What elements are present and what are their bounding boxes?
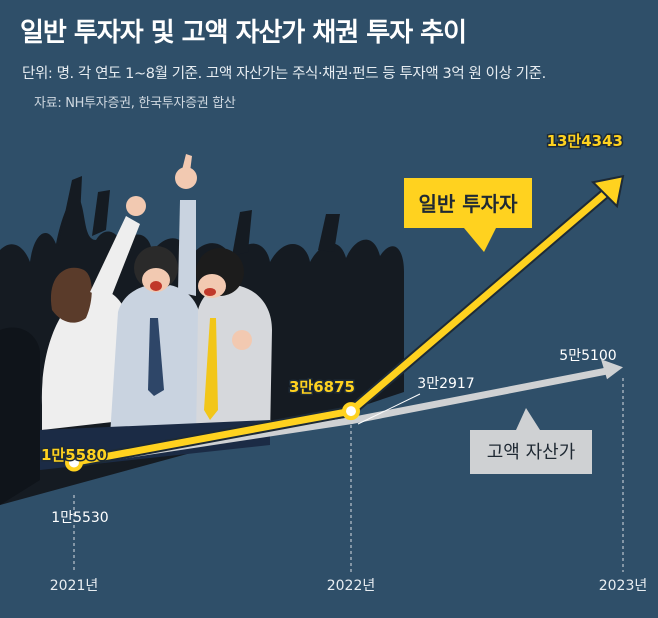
legend-label-high-net-worth: 고액 자산가	[487, 442, 576, 463]
legend-callout-tail-high-net-worth	[516, 408, 540, 430]
point-marker-general	[65, 453, 83, 472]
legend-callout-tail-general	[464, 228, 496, 252]
data-label-general: 1만5580	[41, 446, 107, 464]
chart-source: 자료: NH투자증권, 한국투자증권 합산	[34, 96, 236, 111]
arrowhead-high-net-worth	[601, 359, 623, 380]
point-marker-general	[342, 402, 360, 421]
data-label-high-net-worth: 5만5100	[559, 348, 616, 364]
arrowhead-general	[590, 174, 625, 209]
chart-subtitle: 단위: 명. 각 연도 1~8월 기준. 고액 자산가는 주식·채권·펀드 등 …	[22, 66, 546, 82]
legend-label-general: 일반 투자자	[419, 192, 519, 216]
x-tick-label: 2022년	[327, 578, 376, 594]
data-label-high-net-worth: 3만2917	[417, 376, 474, 392]
data-labels: 1만5580 3만6875 13만4343 1만5530 3만2917 5만5100	[40, 131, 625, 527]
leader-line	[357, 393, 421, 425]
legend-callout-general	[404, 178, 532, 228]
x-tick-label: 2021년	[50, 578, 99, 594]
data-label-high-net-worth: 1만5530	[51, 510, 108, 526]
chart-title: 일반 투자자 및 고액 자산가 채권 투자 추이	[20, 18, 467, 48]
data-label-general: 3만6875	[289, 378, 355, 396]
data-label-general: 13만4343	[547, 132, 623, 150]
legend-callout-high-net-worth	[470, 430, 592, 474]
x-tick-label: 2023년	[599, 578, 648, 594]
x-axis: 2021년 2022년 2023년	[50, 378, 648, 594]
data-markers	[65, 402, 360, 472]
